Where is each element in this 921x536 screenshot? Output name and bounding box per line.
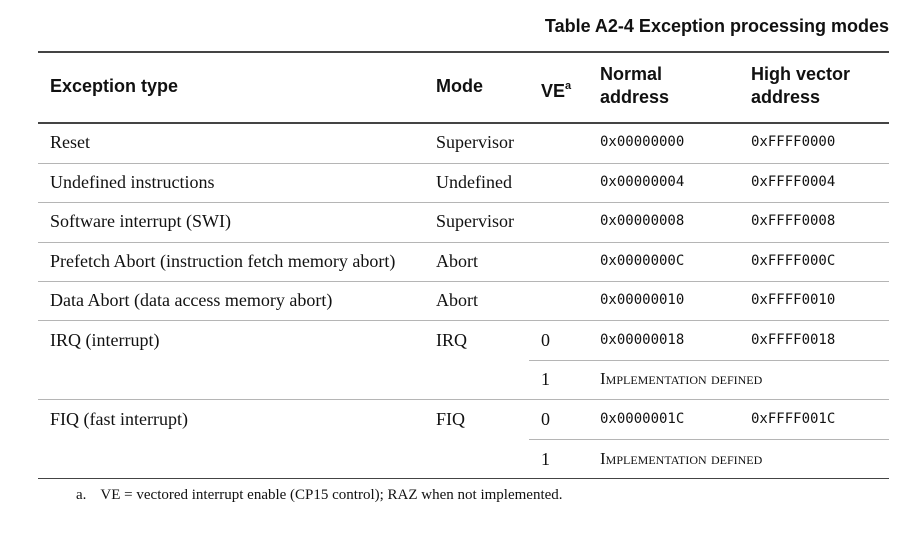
bottom-rule [38,478,889,479]
footnote-text: VE = vectored interrupt enable (CP15 con… [100,487,563,503]
header-exception-type: Exception type [50,76,179,96]
row-swi-high: 0xFFFF0008 [751,213,836,229]
row-irq-ve1: 1 [541,369,550,389]
row-data-abort-type: Data Abort (data access memory abort) [50,290,333,310]
row-swi-type: Software interrupt (SWI) [50,211,231,231]
header-ve-note-mark: a [565,80,572,92]
row-reset-mode: Supervisor [436,132,514,152]
row-fiq-impl-defined: Implementation defined [600,449,763,468]
row-reset-type: Reset [50,132,90,152]
row-data-abort-high: 0xFFFF0010 [751,292,836,308]
row-divider [38,163,889,164]
top-rule [38,51,889,53]
row-prefetch-abort-high: 0xFFFF000C [751,253,836,269]
header-rule [38,122,889,124]
row-fiq-high: 0xFFFF001C [751,411,836,427]
row-divider [38,399,889,400]
row-divider [38,242,889,243]
row-swi-mode: Supervisor [436,211,514,231]
row-prefetch-abort-normal: 0x0000000C [600,253,685,269]
row-reset-high: 0xFFFF0000 [751,134,836,150]
row-fiq-type: FIQ (fast interrupt) [50,409,188,429]
row-reset-normal: 0x00000000 [600,134,685,150]
row-irq-normal: 0x00000018 [600,332,685,348]
row-undefined-type: Undefined instructions [50,172,215,192]
row-fiq-ve1: 1 [541,449,550,469]
sub-row-divider [529,360,889,361]
row-divider [38,202,889,203]
row-undefined-normal: 0x00000004 [600,174,685,190]
footnote-mark: a. [76,487,87,503]
row-irq-ve: 0 [541,330,550,350]
row-undefined-high: 0xFFFF0004 [751,174,836,190]
row-irq-mode: IRQ [436,330,467,350]
row-divider [38,320,889,321]
header-normal-line2: address [600,87,670,107]
header-normal-address: Normal address [600,63,669,109]
row-fiq-normal: 0x0000001C [600,411,685,427]
table-footnote: a. VE = vectored interrupt enable (CP15 c… [76,487,563,504]
header-mode: Mode [436,76,483,96]
row-data-abort-normal: 0x00000010 [600,292,685,308]
row-irq-type: IRQ (interrupt) [50,330,160,350]
header-normal-line1: Normal [600,64,663,84]
header-high-line1: High vector [751,64,851,84]
header-ve: VEa [541,75,571,103]
row-fiq-ve: 0 [541,409,550,429]
row-data-abort-mode: Abort [436,290,478,310]
header-high-vector-address: High vector address [751,63,850,109]
row-fiq-mode: FIQ [436,409,466,429]
row-undefined-mode: Undefined [436,172,512,192]
row-irq-impl-defined: Implementation defined [600,369,763,388]
row-irq-high: 0xFFFF0018 [751,332,836,348]
header-high-line2: address [751,87,821,107]
row-swi-normal: 0x00000008 [600,213,685,229]
header-ve-label: VE [541,81,566,101]
row-prefetch-abort-mode: Abort [436,251,478,271]
table-caption: Table A2-4 Exception processing modes [544,16,889,36]
row-prefetch-abort-type: Prefetch Abort (instruction fetch memory… [50,251,396,271]
row-divider [38,281,889,282]
sub-row-divider [529,439,889,440]
